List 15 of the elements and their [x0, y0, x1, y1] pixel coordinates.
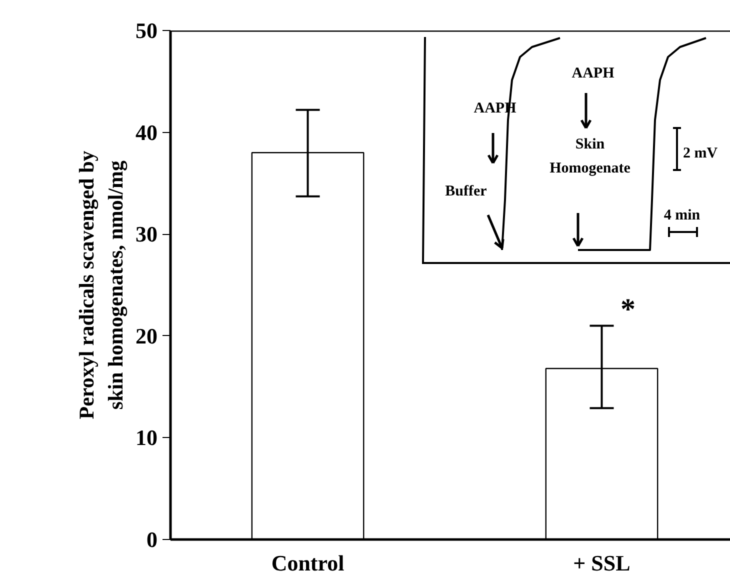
- annotation: 4 min: [664, 207, 701, 224]
- annotation: 2 mV: [683, 145, 718, 162]
- x-tick-label: Control: [271, 550, 344, 576]
- y-tick-label: 50: [136, 18, 158, 43]
- y-tick-label: 30: [136, 222, 158, 247]
- x-tick-label: + SSL: [573, 550, 630, 576]
- y-tick-label: 40: [136, 120, 158, 145]
- y-axis-title: Peroxyl radicals scavenged by skin homogenates, nmol/mg: [74, 150, 128, 420]
- y-tick-label: 0: [146, 527, 158, 552]
- annotation: Buffer: [445, 183, 488, 200]
- annotation: AAPH: [572, 65, 615, 82]
- y-tick-label: 10: [136, 425, 158, 450]
- annotation: Skin Homogenate: [550, 136, 631, 176]
- y-tick-label: 20: [136, 323, 158, 348]
- annotation: *: [620, 293, 636, 326]
